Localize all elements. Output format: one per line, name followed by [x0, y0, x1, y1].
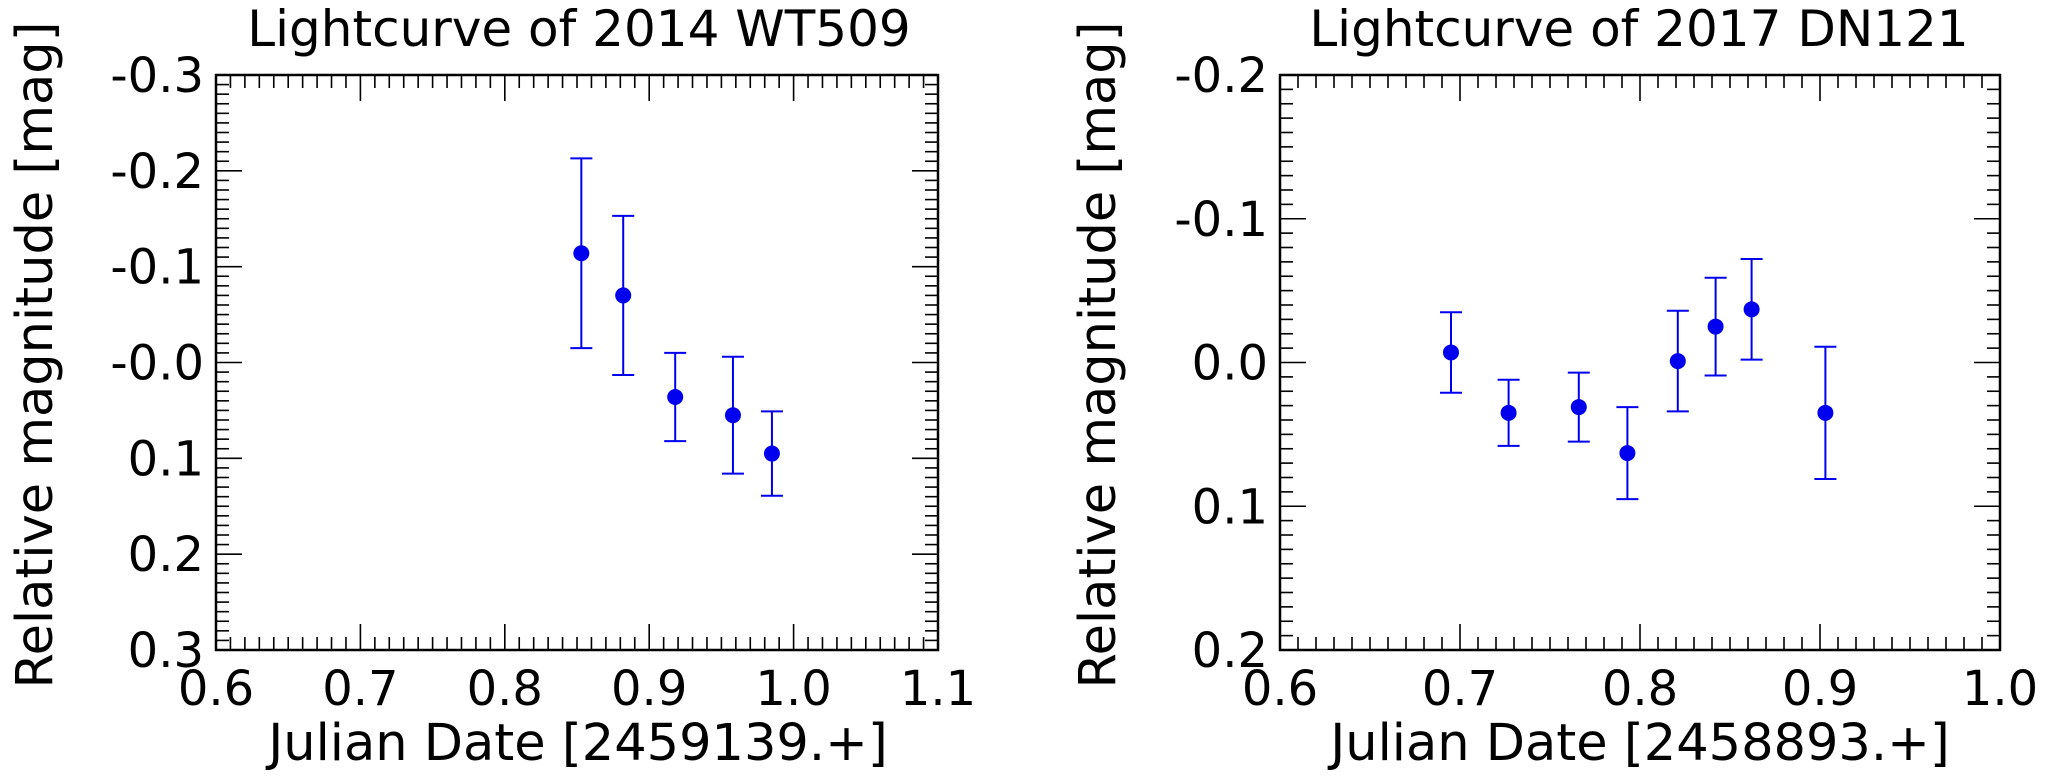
data-point [1669, 353, 1686, 370]
data-point [573, 245, 590, 262]
y-tick-label: -0.1 [1174, 192, 1268, 248]
x-tick-label: 1.1 [900, 661, 976, 717]
plot-frame [1278, 73, 2002, 652]
data-point [1707, 318, 1724, 335]
x-tick-label: 0.9 [611, 661, 687, 717]
data-point [1570, 399, 1587, 416]
y-tick-label: -0.0 [110, 336, 204, 392]
y-tick-label: 0.2 [1192, 623, 1268, 679]
y-tick-label: 0.3 [128, 623, 204, 679]
x-tick-label: 0.6 [1242, 661, 1318, 717]
tick-labels: 0.6 0.7 0.8 0.9 1.0 1.1 -0.3 -0.2 -0.1 -0.0 0.1 0.2… [110, 48, 976, 717]
x-tick-label: 0.8 [1602, 661, 1678, 717]
chart-title: Lightcurve of 2017 DN121 [1309, 0, 1968, 58]
x-tick-label: 0.7 [1422, 661, 1498, 717]
x-tick-label: 0.8 [467, 661, 543, 717]
data-point [1443, 344, 1459, 361]
data-points [570, 157, 783, 497]
axis-ticks [215, 74, 939, 651]
data-point [1619, 445, 1636, 462]
plot-frame [214, 73, 940, 652]
x-tick-label: 1.0 [1962, 661, 2038, 717]
y-tick-label: 0.1 [1192, 479, 1268, 535]
y-tick-label: -0.2 [110, 144, 204, 200]
data-point [724, 407, 741, 424]
chart-title: Lightcurve of 2014 WT509 [247, 0, 910, 58]
data-points [1440, 258, 1837, 501]
data-point [667, 389, 684, 405]
x-tick-label: 0.6 [178, 661, 254, 717]
y-tick-label: -0.2 [1174, 48, 1268, 104]
x-tick-label: 0.9 [1782, 661, 1858, 717]
x-axis-label: Julian Date [2459139.+] [265, 714, 887, 773]
axis-ticks [1279, 74, 2001, 651]
data-point [1743, 301, 1760, 318]
y-tick-label: 0.0 [1192, 336, 1268, 392]
chart-panel-2017-dn121: Lightcurve of 2017 DN121 Relative magnit… [1069, 0, 2038, 773]
tick-labels: 0.6 0.7 0.8 0.9 1.0 -0.2 -0.1 0.0 0.1 0.2 [1174, 48, 2038, 717]
y-tick-label: 0.1 [128, 431, 204, 487]
y-axis-label: Relative magnitude [mag] [1069, 21, 1128, 688]
y-axis-label: Relative magnitude [mag] [6, 21, 65, 688]
data-point [1500, 404, 1517, 421]
data-point [1817, 404, 1834, 421]
data-point [615, 287, 632, 304]
y-tick-label: -0.1 [110, 240, 204, 296]
chart-panel-2014-wt509: Lightcurve of 2014 WT509 Relative magnit… [6, 0, 976, 773]
x-tick-label: 1.0 [755, 661, 831, 717]
data-point [763, 445, 780, 462]
x-tick-label: 0.7 [322, 661, 398, 717]
x-axis-label: Julian Date [2458893.+] [1327, 714, 1949, 773]
y-tick-label: -0.3 [110, 48, 204, 104]
y-tick-label: 0.2 [128, 527, 204, 583]
